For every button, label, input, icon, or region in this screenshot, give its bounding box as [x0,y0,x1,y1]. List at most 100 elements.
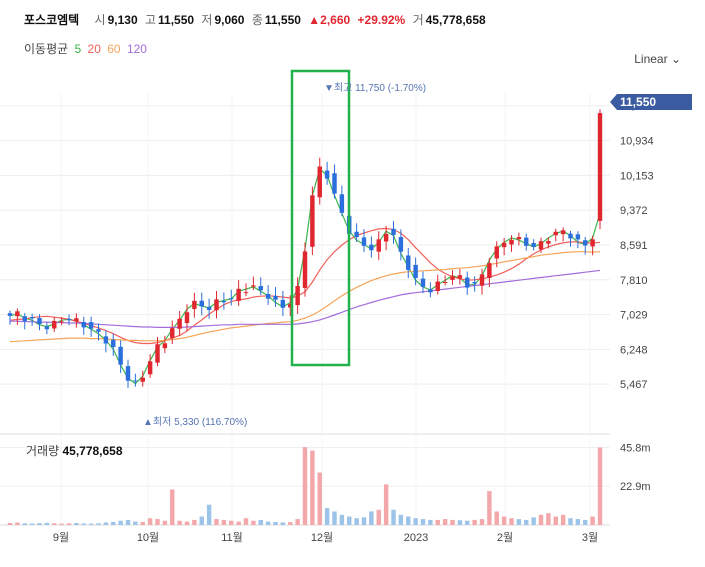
close-label: 종 [251,13,263,27]
candle-body [531,242,536,247]
volume-bar [111,521,116,525]
volume-bar [88,523,94,525]
volume-bar [509,518,514,525]
volume-bar [583,519,588,525]
volume-bar [347,516,352,525]
volume-bar [597,447,603,525]
volume-bar [280,522,286,525]
volume-bar [273,521,278,525]
candle-body [118,346,123,365]
volume-bar [369,511,374,525]
candle-body [406,255,411,270]
volume-bar [81,523,86,525]
candle-body [111,339,116,348]
candle-body [140,377,145,382]
candle-body [479,274,485,286]
candle-body [280,299,286,308]
volume-bar [118,520,123,525]
candle-body [376,239,381,252]
volume-panel-title: 거래량 [26,444,60,458]
time-tick-label: 3월 [582,531,598,544]
candle-body [147,361,153,375]
candle-body [15,311,20,317]
candle-body [22,316,27,322]
volume-bar [568,518,573,525]
volume-bar [199,516,204,525]
last-price-tag: 11,550 [610,94,692,110]
candle-body [229,298,234,300]
low-annotation: ▲최저 5,330 (116.70%) [143,416,247,428]
volume-bar [332,511,337,525]
candle-body [560,230,566,235]
candle-body [354,231,359,238]
volume-bar [265,521,271,525]
candle-body [66,318,72,321]
volume-bar [361,517,367,525]
volume-bar [479,519,485,525]
volume-bar [29,523,35,525]
ma-legend-20: 20 [87,42,101,56]
candle-body [103,336,109,344]
volume-bar [147,518,153,525]
scale-selector[interactable]: Linear ⌄ [634,52,681,66]
volume-bar [184,521,190,525]
candle-body [332,173,337,194]
volume-bar [22,523,27,525]
volume-bar [206,504,212,525]
volume-tick-label: 22.9m [620,481,651,493]
volume-bar [37,523,42,525]
volume-bar [406,516,411,525]
price-tick-label: 5,467 [620,379,648,391]
scale-label: Linear [634,52,668,66]
volume-bar [501,516,507,525]
volume-bar [442,519,448,525]
volume-bar [295,519,300,525]
candle-body [221,300,227,303]
volume-bar [354,518,359,525]
volume-panel-label: 거래량 45,778,658 [26,442,123,459]
candle-body [52,320,57,329]
candle-body [583,240,588,246]
candle-body [243,292,249,294]
price-tick-label: 7,810 [620,275,648,287]
candle-body [442,281,448,283]
candle-body [206,306,212,310]
candle-body [546,240,551,244]
candle-body [162,343,168,349]
candle-body [324,170,330,179]
candle-body [273,295,278,300]
volume-bar [465,520,470,525]
volume-bar [420,519,426,525]
volume-bar [258,519,263,525]
volume-bar [221,519,227,525]
ma-legend-5: 5 [74,42,82,56]
volume-bar [310,450,315,525]
price-tick-label: 6,248 [620,344,648,356]
volume-bar [74,522,79,525]
candle-body [155,344,160,363]
candle-body [288,304,293,308]
candle-body [214,299,219,311]
open-label: 시 [94,13,106,27]
volume-bar [339,514,345,525]
high-annotation: ▼최고 11,750 (-1.70%) [324,82,426,94]
chevron-down-icon: ⌄ [670,52,681,66]
candle-body [361,237,367,246]
candle-body [88,322,94,329]
volume-bar [560,514,566,525]
candle-body [457,275,463,279]
volume-bar [229,520,234,525]
candle-body [590,239,595,247]
candle-body [553,231,558,236]
time-tick-label: 12월 [311,531,333,544]
volume-bar [15,522,20,525]
volume-bar [162,520,168,525]
candle-body [44,326,50,330]
candle-body [435,281,440,291]
candle-body [177,318,182,329]
volume-bar [236,521,241,525]
moving-average-legend[interactable]: 이동평균 5 20 60 120 [24,40,150,57]
candle-body [420,278,426,287]
volume-bar [52,523,57,525]
